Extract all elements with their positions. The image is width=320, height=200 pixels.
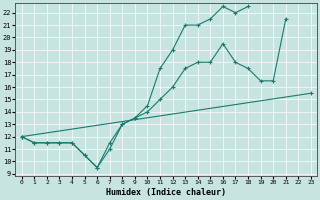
X-axis label: Humidex (Indice chaleur): Humidex (Indice chaleur) (106, 188, 226, 197)
